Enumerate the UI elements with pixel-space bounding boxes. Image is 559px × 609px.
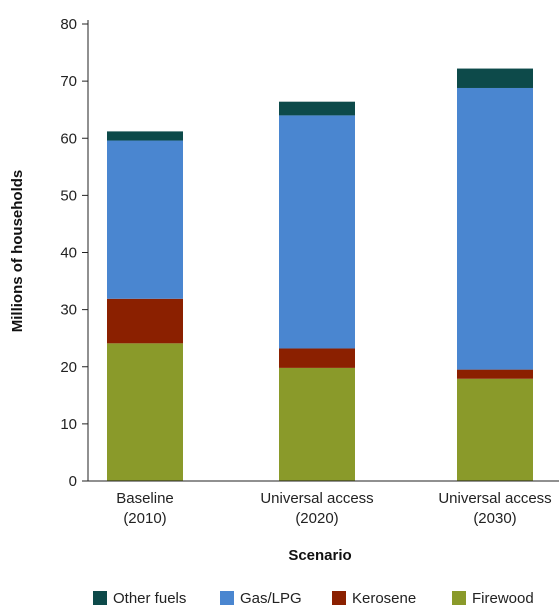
legend-swatch-firewood — [452, 591, 466, 605]
legend: Other fuels Gas/LPG Kerosene Firewood — [93, 590, 534, 607]
y-tick-label: 60 — [60, 130, 77, 147]
bar-segment-gas-lpg-2 — [457, 87, 533, 370]
x-axis: Baseline (2010) Universal access (2020) Univ… — [88, 480, 559, 527]
x-category-label: Baseline (2010) — [116, 490, 174, 527]
x-category-label: Universal access (2020) — [260, 490, 373, 527]
bar-segment-firewood-1 — [279, 367, 355, 481]
bar-segment-firewood-2 — [457, 378, 533, 481]
y-tick-label: 40 — [60, 245, 77, 262]
y-tick-label: 0 — [69, 473, 77, 490]
bars-layer — [107, 68, 533, 481]
y-tick-label: 30 — [60, 302, 77, 319]
legend-swatch-other-fuels — [93, 591, 107, 605]
bar-segment-other-fuels-2 — [457, 68, 533, 88]
legend-swatch-gas-lpg — [220, 591, 234, 605]
bar-segment-kerosene-1 — [279, 348, 355, 368]
legend-label-gas-lpg: Gas/LPG — [240, 590, 302, 607]
bar-segment-gas-lpg-1 — [279, 115, 355, 349]
legend-swatch-kerosene — [332, 591, 346, 605]
bar-segment-other-fuels-0 — [107, 131, 183, 141]
x-axis-title: Scenario — [288, 547, 351, 564]
y-axis: 0 10 20 30 40 50 60 70 80 — [60, 16, 89, 490]
legend-label-kerosene: Kerosene — [352, 590, 416, 607]
y-tick-label: 80 — [60, 16, 77, 33]
x-category-label: Universal access (2030) — [438, 490, 551, 527]
bar-segment-kerosene-0 — [107, 298, 183, 344]
legend-label-firewood: Firewood — [472, 590, 534, 607]
y-tick-label: 50 — [60, 187, 77, 204]
bar-segment-gas-lpg-0 — [107, 140, 183, 299]
bar-segment-firewood-0 — [107, 343, 183, 481]
y-tick-label: 70 — [60, 73, 77, 90]
bar-segment-kerosene-2 — [457, 369, 533, 379]
legend-label-other-fuels: Other fuels — [113, 590, 186, 607]
y-tick-label: 20 — [60, 359, 77, 376]
y-axis-title: Millions of households — [9, 170, 26, 333]
bar-segment-other-fuels-1 — [279, 101, 355, 116]
y-tick-label: 10 — [60, 416, 77, 433]
